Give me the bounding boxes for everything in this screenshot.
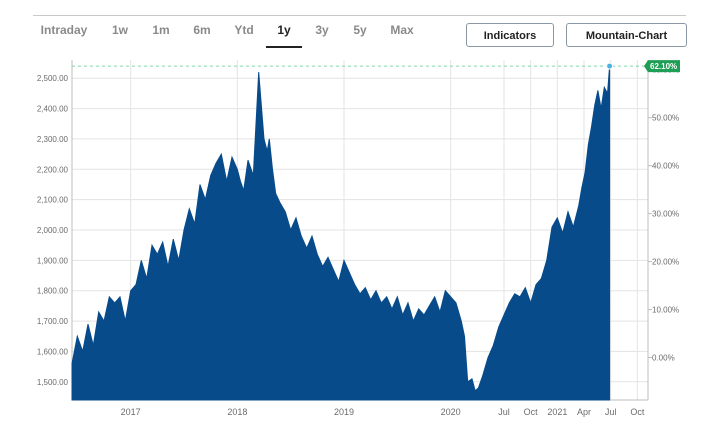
- x-tick-label: 2020: [441, 407, 461, 417]
- price-area: [71, 66, 611, 401]
- right-tick-label: 40.00%: [652, 162, 679, 171]
- y-tick-label: 2,100.00: [37, 196, 69, 205]
- tab-ytd[interactable]: Ytd: [234, 23, 254, 37]
- y-tick-label: 1,500.00: [37, 378, 69, 387]
- y-tick-label: 2,000.00: [37, 226, 69, 235]
- tab-intraday[interactable]: Intraday: [40, 23, 88, 37]
- y-tick-label: 1,600.00: [37, 347, 69, 356]
- y-tick-label: 2,400.00: [37, 105, 69, 114]
- x-tick-label: 2021: [547, 407, 567, 417]
- x-tick-label: Oct: [524, 407, 539, 417]
- last-value-badge: [644, 60, 680, 73]
- right-tick-label: 50.00%: [652, 114, 679, 123]
- y-tick-label: 2,300.00: [37, 135, 69, 144]
- y-tick-label: 2,500.00: [37, 74, 69, 83]
- y-tick-label: 1,800.00: [37, 287, 69, 296]
- x-tick-label: 2019: [334, 407, 354, 417]
- right-tick-label: 20.00%: [652, 258, 679, 267]
- top-divider: [33, 15, 686, 16]
- tab-max[interactable]: Max: [390, 23, 414, 37]
- x-tick-label: Oct: [630, 407, 645, 417]
- last-value-marker: [606, 62, 614, 70]
- mountain-chart-button[interactable]: Mountain-Chart: [566, 23, 687, 47]
- right-tick-label: 10.00%: [652, 306, 679, 315]
- tab-6m[interactable]: 6m: [193, 23, 211, 37]
- tab-3y[interactable]: 3y: [315, 23, 329, 37]
- tab-1y[interactable]: 1y: [266, 20, 302, 48]
- y-tick-label: 1,900.00: [37, 256, 69, 265]
- y-tick-label: 2,200.00: [37, 165, 69, 174]
- last-value-badge-label: 62.10%: [650, 62, 677, 71]
- y-tick-label: 1,700.00: [37, 317, 69, 326]
- tab-1w[interactable]: 1w: [111, 23, 128, 37]
- x-tick-label: Jul: [605, 407, 617, 417]
- x-tick-label: Jul: [498, 407, 510, 417]
- tab-5y[interactable]: 5y: [353, 23, 367, 37]
- x-tick-label: 2017: [121, 407, 141, 417]
- right-tick-label: 0.00%: [652, 354, 675, 363]
- indicators-button[interactable]: Indicators: [466, 23, 554, 47]
- tab-1m[interactable]: 1m: [152, 23, 170, 37]
- right-tick-label: 30.00%: [652, 210, 679, 219]
- x-tick-label: Apr: [577, 407, 591, 417]
- x-tick-label: 2018: [227, 407, 247, 417]
